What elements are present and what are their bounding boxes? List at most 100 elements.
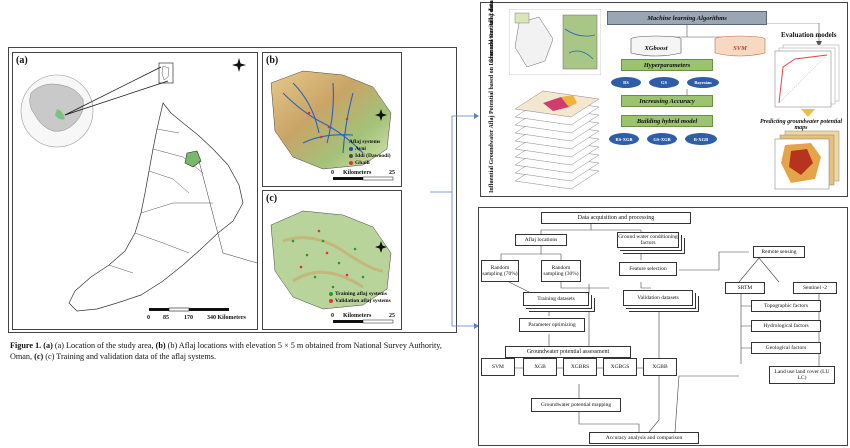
panel-b: (b) Aflaj systems Ayni Iddi (Dawoodi) Gh…: [262, 52, 402, 187]
predicting-maps-title: Predicting groundwater potential maps: [759, 119, 842, 131]
compass-b-icon: [375, 109, 387, 121]
model-xgbb-box: XGBB: [643, 358, 677, 376]
vert-label-influential: Influential Groundwater Aflaj Potential …: [489, 0, 495, 193]
down-arrow-icon: [801, 109, 815, 117]
arabia-highlight: [55, 109, 65, 120]
model-xgbrs-box: XGBRS: [563, 358, 597, 376]
study-area: [184, 150, 202, 168]
scale-c-unit: Kilometers: [343, 313, 372, 319]
validation-datasets-box: Validation datasets: [623, 290, 693, 306]
aflaj-elevation-map: [270, 70, 394, 181]
lulc-box: Land use land cover (LU LC): [769, 366, 835, 384]
ml-workflow-panel: Groundwater Aflaj data Influential Groun…: [480, 0, 848, 197]
inset-pointer-1: [64, 66, 162, 116]
world-landmass: [29, 83, 84, 132]
panel-a: (a) 0 85 170 340 Kilometers: [12, 52, 258, 330]
legend-b-item-ayni: Ayni: [349, 146, 391, 153]
oval-b-xgb: B-XGB: [685, 133, 717, 145]
roc-curve-stack: [774, 44, 840, 108]
scale-b-0: 0: [331, 170, 334, 176]
parameter-optimizing-box: Parameter optimizing: [519, 318, 585, 332]
hyperparameters-box: Hyperparameters: [621, 59, 713, 71]
hybrid-model-box: Building hybrid model: [621, 115, 713, 127]
ml-algorithms-header: Machine learning Algorithms: [607, 11, 767, 25]
xgboost-label: XGboost: [644, 44, 668, 52]
label-b: (b): [266, 55, 279, 66]
training-datasets-box: Training datasets: [523, 292, 589, 306]
gw-mapping-box: Groundwater potential mapping: [531, 398, 621, 412]
increasing-accuracy-box: Increasing Accuracy: [621, 95, 713, 107]
callout-line: [198, 160, 258, 264]
legend-c-training: Training aflaj systems: [329, 291, 391, 298]
label-a: (a): [16, 55, 28, 66]
scale-c-0: 0: [331, 313, 334, 319]
caption-label-a: (a): [43, 341, 53, 350]
caption-figure-number: Figure 1.: [10, 341, 42, 350]
svm-cylinder-icon: [714, 35, 766, 57]
panel-c: (c) Training aflaj systems Validation af…: [262, 190, 402, 330]
scale-a-340: 340 Kilometers: [207, 315, 246, 321]
scale-a-85: 85: [163, 315, 169, 321]
scale-a-0: 0: [147, 315, 150, 321]
gw-factors-box: Ground water conditioning factors: [617, 232, 679, 248]
geological-box: Geological factors: [751, 342, 821, 354]
river-network: [282, 82, 364, 154]
oval-rs: RS: [611, 77, 641, 88]
scale-bar-a: [149, 307, 229, 312]
aflaj-data-thumbnail: [509, 9, 601, 75]
legend-b-title: Aflaj systems: [349, 139, 381, 145]
accuracy-analysis-box: Accuracy analysis and comparison: [589, 432, 699, 444]
hydrological-box: Hydrological factors: [751, 320, 821, 332]
compass-c-icon: [375, 241, 387, 253]
aflaj-locations-box: Aflaj locations: [515, 234, 567, 246]
caption-part-a: (a) Location of the study area,: [54, 341, 156, 350]
validation-points: [299, 229, 349, 277]
remote-sensing-box: Remote sensing: [753, 246, 805, 258]
potential-maps-stack: [774, 130, 840, 190]
flowchart-connectors: [498, 224, 820, 433]
model-xgbgs-box: XGBGS: [603, 358, 637, 376]
scale-bar-c: [333, 319, 394, 324]
oval-gs: GS: [649, 77, 679, 88]
region-lines: [108, 128, 213, 274]
caption-label-c: (c): [34, 352, 44, 361]
random-70-box: Random sampling (70%): [481, 260, 519, 282]
scale-bar-b: [333, 176, 394, 181]
ghaili-points: [307, 111, 349, 139]
figure-caption: Figure 1. (a) (a) Location of the study …: [10, 340, 450, 362]
data-acquisition-box: Data acquisition and processing: [541, 212, 691, 224]
oman-location-map: [20, 58, 258, 312]
legend-b-item-ghaili: Ghaili: [349, 160, 391, 167]
oval-rs-xgb: RS-XGB: [609, 133, 639, 145]
training-points: [291, 239, 365, 289]
scale-b-25: 25: [389, 170, 395, 176]
legend-b: Aflaj systems Ayni Iddi (Dawoodi) Ghaili: [349, 139, 391, 167]
flowchart-panel: Data acquisition and processing Aflaj lo…: [478, 207, 848, 446]
caption-label-b: (b): [155, 341, 166, 350]
connector-bracket: [430, 113, 479, 329]
scale-a-170: 170: [184, 315, 193, 321]
training-validation-map: [270, 210, 394, 324]
data-layer-stack: [514, 90, 600, 190]
oval-bayesian: Bayesian: [687, 77, 719, 88]
topographic-box: Topographic factors: [751, 300, 821, 312]
scale-b-unit: Kilometers: [343, 170, 372, 176]
random-30-box: Random sampling (30%): [541, 260, 581, 282]
musandam-box: [158, 62, 174, 84]
gw-assessment-box: Groundwater potential assessment: [505, 346, 631, 358]
model-xgb-box: XGB: [523, 358, 557, 376]
label-c: (c): [266, 193, 278, 204]
xgboost-cylinder-icon: [630, 35, 682, 57]
legend-b-item-iddi: Iddi (Dawoodi): [349, 153, 391, 160]
model-svm-box: SVM: [481, 358, 515, 376]
oman-outline: [68, 102, 244, 312]
svm-label: SVM: [733, 44, 747, 52]
scale-c-25: 25: [389, 313, 395, 319]
elevation-surface: [270, 70, 392, 170]
musandam-outline: [161, 65, 170, 81]
evaluation-models-title: Evaluation models: [781, 31, 837, 39]
srtm-box: SRTM: [725, 282, 765, 294]
caption-part-c: (c) Training and validation data of the …: [45, 352, 217, 361]
legend-c: Training aflaj systems Validation aflaj …: [329, 291, 391, 305]
inset-pointer-2: [64, 80, 169, 116]
